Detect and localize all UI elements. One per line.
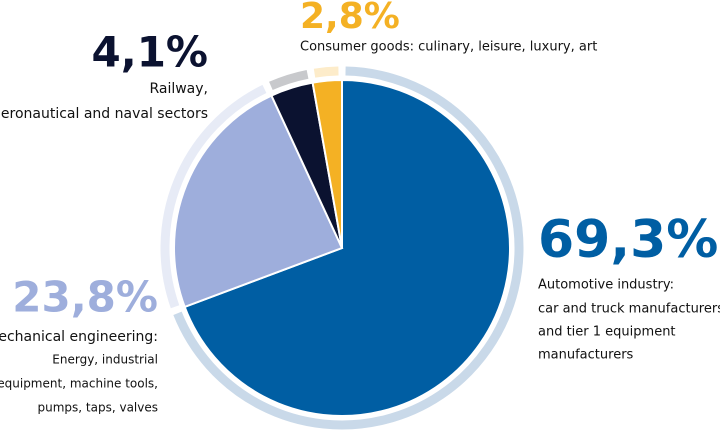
value-label: 2,8% <box>300 0 400 37</box>
slice-label: equipment, machine tools, <box>0 377 158 391</box>
slice-label: Automotive industry: <box>538 278 674 293</box>
slice-label: and tier 1 equipment <box>538 325 676 340</box>
slice-label: pumps, taps, valves <box>38 401 159 415</box>
ring-segment <box>269 69 309 91</box>
value-label: 69,3% <box>538 210 718 270</box>
pie-slice <box>311 78 343 249</box>
slice-label: Consumer goods: culinary, leisure, luxur… <box>300 40 597 55</box>
ring-segment <box>160 84 267 309</box>
pie-slice <box>173 94 344 309</box>
value-label: 4,1% <box>92 28 208 77</box>
ring-segment <box>313 66 339 78</box>
ring-segment <box>173 66 524 430</box>
pie-slice <box>183 78 511 417</box>
slice-label: Mechanical engineering: <box>0 329 158 345</box>
slice-label: Railway, <box>149 81 208 97</box>
slice-label: manufacturers <box>538 348 634 363</box>
slice-label: aeronautical and naval sectors <box>0 106 208 122</box>
slice-label: car and truck manufacturers <box>538 302 720 317</box>
slice-label: Energy, industrial <box>52 353 158 367</box>
value-label: 23,8% <box>12 273 158 322</box>
